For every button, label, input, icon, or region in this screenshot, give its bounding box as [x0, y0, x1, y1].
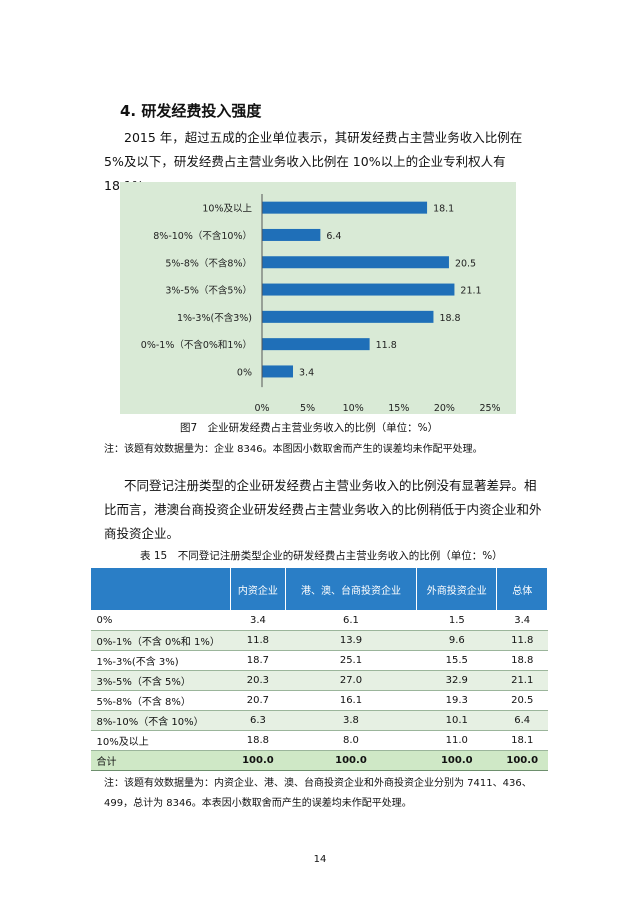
value-cell: 13.9	[285, 630, 417, 651]
table-header-cell: 内资企业	[230, 567, 286, 611]
row-label-cell: 1%-3%(不含 3%)	[90, 650, 231, 671]
table-header-cell	[90, 567, 231, 611]
value-cell: 1.5	[416, 610, 497, 631]
page-number: 14	[313, 854, 327, 865]
value-cell: 8.0	[285, 730, 417, 751]
table-caption: 表 15 不同登记注册类型企业的研发经费占主营业务收入的比例（单位：%）	[140, 550, 503, 562]
table-row: 8%-10%（不含 10%） 6.3 3.8 10.1 6.4	[90, 710, 548, 731]
value-label: 20.5	[455, 258, 476, 269]
x-tick-label: 15%	[388, 403, 409, 414]
row-label-cell: 8%-10%（不含 10%）	[90, 710, 231, 731]
value-cell: 27.0	[285, 670, 417, 691]
value-cell: 18.8	[230, 730, 286, 751]
bar	[262, 338, 370, 351]
value-cell: 100.0	[496, 750, 548, 771]
bar	[262, 310, 434, 323]
bar	[262, 201, 428, 214]
value-cell: 3.4	[230, 610, 286, 631]
value-cell: 21.1	[496, 670, 548, 691]
category-label: 3%-5%（不含5%）	[165, 285, 252, 297]
table-header-row: 内资企业 港、澳、台商投资企业 外商投资企业 总体	[90, 567, 548, 611]
value-cell: 6.4	[496, 710, 548, 731]
intro-paragraph: 2015 年，超过五成的企业单位表示，其研发经费占主营业务收入比例在 5%及以下…	[104, 130, 523, 193]
x-tick-label: 0%	[254, 403, 269, 414]
figure-caption: 图7 企业研发经费占主营业务收入的比例（单位：%）	[180, 422, 439, 434]
x-tick-label: 25%	[479, 403, 500, 414]
value-cell: 100.0	[230, 750, 286, 771]
value-cell: 11.8	[496, 630, 548, 651]
row-label-cell: 0%-1%（不含 0%和 1%）	[90, 630, 231, 651]
comparison-paragraph: 不同登记注册类型的企业研发经费占主营业务收入的比例没有显著差异。相比而言，港澳台…	[104, 478, 542, 541]
value-cell: 20.3	[230, 670, 286, 691]
value-cell: 10.1	[416, 710, 497, 731]
value-label: 11.8	[376, 340, 397, 351]
x-tick-label: 5%	[300, 403, 315, 414]
value-cell: 16.1	[285, 690, 417, 711]
chart-panel: 10%及以上 18.1 8%-10%（不含10%） 6.4 5%-8%（不含8%） 20.…	[120, 182, 516, 414]
table-row: 3%-5%（不含 5%） 20.3 27.0 32.9 21.1	[90, 670, 548, 691]
value-cell: 20.7	[230, 690, 286, 711]
table-header-cell: 港、澳、台商投资企业	[284, 567, 418, 611]
value-cell: 6.3	[230, 710, 286, 731]
table-row: 0%-1%（不含 0%和 1%） 11.8 13.9 9.6 11.8	[90, 630, 548, 651]
table-header-cell: 外商投资企业	[416, 567, 498, 611]
value-cell: 100.0	[416, 750, 497, 771]
value-cell: 32.9	[416, 670, 497, 691]
table-total-row: 合计 100.0 100.0 100.0 100.0	[90, 750, 548, 771]
value-cell: 100.0	[285, 750, 417, 771]
table-header-cell: 总体	[496, 567, 548, 611]
table-row: 5%-8%（不含 8%） 20.7 16.1 19.3 20.5	[90, 690, 548, 711]
table-row: 1%-3%(不含 3%) 18.7 25.1 15.5 18.8	[90, 650, 548, 671]
row-label-cell: 3%-5%（不含 5%）	[90, 670, 231, 691]
value-cell: 15.5	[416, 650, 497, 671]
bar	[262, 256, 449, 269]
value-label: 6.4	[326, 231, 341, 242]
value-cell: 6.1	[285, 610, 417, 631]
value-cell: 18.7	[230, 650, 286, 671]
x-tick-label: 20%	[434, 403, 455, 414]
figure-note: 注：该题有效数据量为：企业 8346。本图因小数取舍而产生的误差均未作配平处理。	[104, 444, 483, 455]
table-note: 注：该题有效数据量为：内资企业、港、澳、台商投资企业和外商投资企业分别为 741…	[104, 778, 532, 809]
value-cell: 18.8	[496, 650, 548, 671]
row-label-cell: 合计	[90, 750, 231, 771]
category-label: 0%	[237, 367, 252, 378]
bar	[262, 228, 321, 241]
value-cell: 20.5	[496, 690, 548, 711]
value-cell: 3.4	[496, 610, 548, 631]
row-label-cell: 10%及以上	[90, 730, 231, 751]
section-title: 4. 研发经费投入强度	[120, 102, 262, 120]
table-row: 10%及以上 18.8 8.0 11.0 18.1	[90, 730, 548, 751]
value-cell: 25.1	[285, 650, 417, 671]
value-cell: 19.3	[416, 690, 497, 711]
value-label: 18.8	[439, 313, 460, 324]
category-label: 5%-8%（不含8%）	[165, 257, 252, 269]
table-row: 0% 3.4 6.1 1.5 3.4	[90, 610, 548, 631]
category-label: 0%-1%（不含0%和1%）	[141, 339, 252, 351]
category-label: 1%-3%(不含3%)	[177, 312, 252, 324]
x-tick-label: 10%	[343, 403, 364, 414]
row-label-cell: 0%	[90, 610, 231, 631]
category-label: 8%-10%（不含10%）	[153, 230, 252, 242]
bar-chart: 10%及以上 18.1 8%-10%（不含10%） 6.4 5%-8%（不含8%） 20.…	[141, 194, 501, 414]
data-table: 内资企业 港、澳、台商投资企业 外商投资企业 总体 0% 3.4 6.1 1.5 3.4…	[90, 567, 548, 771]
value-cell: 9.6	[416, 630, 497, 651]
bar	[262, 283, 455, 296]
value-cell: 3.8	[285, 710, 417, 731]
category-label: 10%及以上	[202, 204, 252, 215]
value-cell: 18.1	[496, 730, 548, 751]
value-label: 21.1	[460, 286, 481, 297]
row-label-cell: 5%-8%（不含 8%）	[90, 690, 231, 711]
value-label: 18.1	[433, 204, 454, 215]
bar	[262, 365, 294, 378]
value-cell: 11.0	[416, 730, 497, 751]
value-cell: 11.8	[230, 630, 286, 651]
value-label: 3.4	[299, 367, 314, 378]
